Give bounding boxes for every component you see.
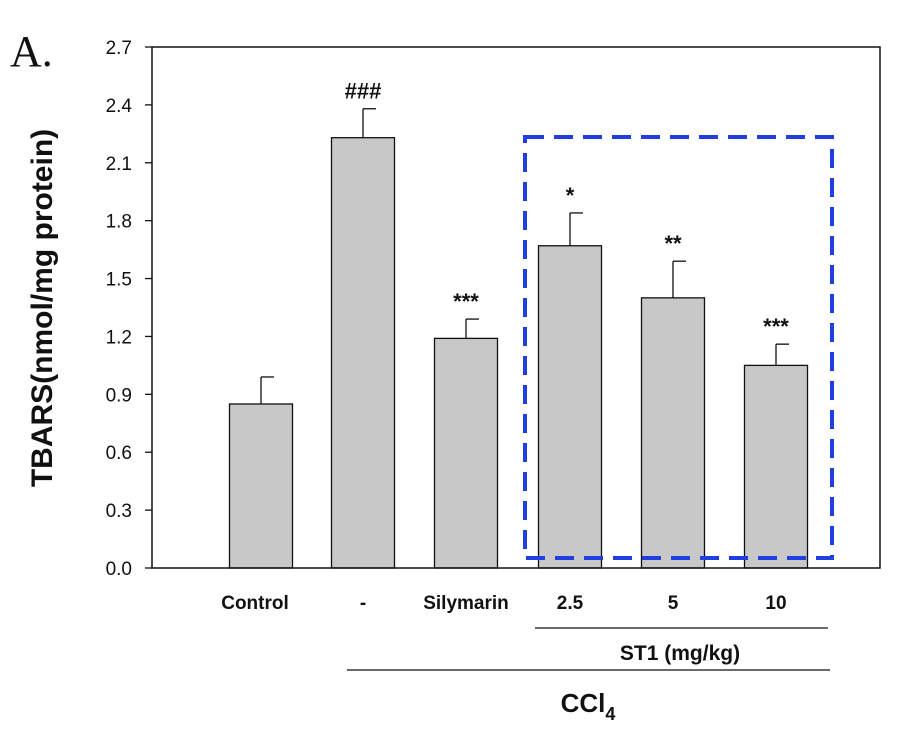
category-label: 2.5 [557,593,584,614]
y-tick-label: 0.9 [106,385,132,406]
panel-label: A. [10,27,53,76]
st1-highlight-box [523,135,834,560]
bar-1 [330,137,396,569]
bar-5 [743,364,809,569]
category-label: - [360,593,366,614]
significance-marker: *** [763,314,789,339]
significance-marker: ** [664,231,682,256]
y-tick-label: 2.4 [106,96,133,117]
category-labels: Control - Silymarin 2.5 5 10 [221,593,786,614]
bar-2 [433,337,499,569]
category-label: 10 [765,593,786,614]
y-tick-label: 2.1 [106,154,132,175]
st1-group-label: ST1 (mg/kg) [620,642,740,665]
ccl4-main: CCl [561,688,606,718]
bar-3 [537,245,603,569]
category-label: Control [221,593,289,614]
ccl4-group-label: CCl4 [561,688,616,724]
plot-frame [151,46,881,569]
y-tick-label: 0.0 [106,559,132,580]
y-tick-label: 1.5 [106,270,132,291]
y-axis-label: TBARS(nmol/mg protein) [26,129,59,487]
y-tick-label: 0.3 [106,501,132,522]
bars-layer: ###********* [228,79,809,569]
significance-marker: ### [345,79,382,104]
y-axis-ticks: 0.0 0.3 0.6 0.9 1.2 1.5 1.8 2.1 2.4 2.7 [106,38,152,580]
significance-marker: * [566,183,575,208]
category-label: 5 [668,593,679,614]
y-tick-label: 1.2 [106,327,132,348]
bar-0 [228,403,294,569]
significance-marker: *** [453,289,479,314]
bar-4 [640,297,706,569]
y-tick-label: 1.8 [106,212,132,233]
category-label: Silymarin [423,593,509,614]
ccl4-subscript: 4 [605,704,615,724]
y-tick-label: 2.7 [106,38,132,59]
y-tick-label: 0.6 [106,443,132,464]
